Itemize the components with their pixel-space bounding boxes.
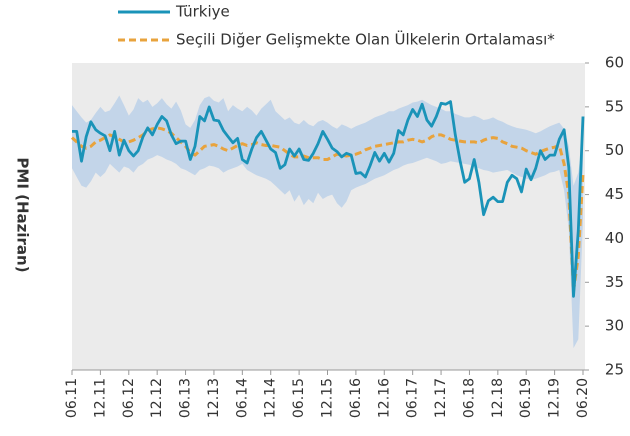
x-tick-label: 12.12 <box>149 378 165 418</box>
legend-label: Türkiye <box>175 3 230 21</box>
x-tick-label: 06.20 <box>575 378 591 418</box>
y-tick-label: 35 <box>605 273 624 291</box>
x-tick-label: 06.12 <box>121 378 137 418</box>
y-tick-label: 55 <box>605 97 624 115</box>
x-tick-label: 12.15 <box>320 378 336 418</box>
series-line <box>72 100 585 298</box>
series-line <box>70 126 585 293</box>
x-tick-label: 12.11 <box>92 378 108 418</box>
y-tick-label: 60 <box>605 54 624 72</box>
x-tick-label: 06.13 <box>178 378 194 418</box>
y-tick-label: 50 <box>605 141 624 159</box>
y-tick-label: 25 <box>605 361 624 379</box>
x-tick-label: 06.18 <box>461 378 477 418</box>
x-tick-label: 06.16 <box>348 378 364 418</box>
x-tick-label: 12.16 <box>376 378 392 418</box>
y-tick-label: 40 <box>605 229 624 247</box>
y-tick-label: 30 <box>605 317 624 335</box>
x-tick-label: 12.18 <box>490 378 506 418</box>
range-band <box>72 95 583 349</box>
x-tick-label: 12.19 <box>547 378 563 418</box>
x-tick-label: 06.15 <box>291 378 307 418</box>
x-tick-label: 12.14 <box>263 378 279 418</box>
y-tick-label: 45 <box>605 185 624 203</box>
legend-label: Seçili Diğer Gelişmekte Olan Ülkelerin O… <box>176 30 555 49</box>
x-tick-label: 12.17 <box>433 378 449 418</box>
x-tick-label: 12.13 <box>206 378 222 418</box>
x-tick-label: 06.19 <box>518 378 534 418</box>
x-tick-label: 06.17 <box>405 378 421 418</box>
y-axis-label: PMI (Haziran) <box>14 157 32 272</box>
x-tick-label: 06.14 <box>234 378 250 418</box>
x-tick-label: 06.11 <box>64 378 80 418</box>
